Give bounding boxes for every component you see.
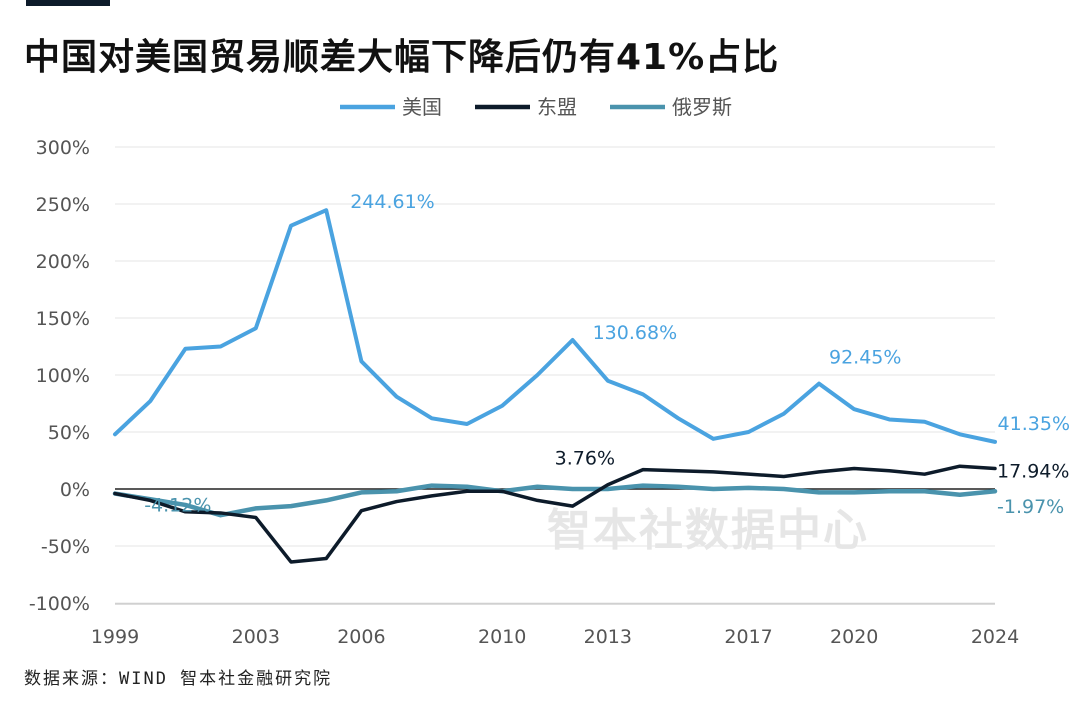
data-label-russia: -1.97% — [997, 496, 1064, 518]
series-line-asean — [113, 464, 997, 564]
x-tick-label: 2017 — [724, 626, 772, 648]
series-lines — [112, 208, 998, 564]
data-label-asean: 17.94% — [997, 461, 1069, 483]
x-tick-label: 2006 — [337, 626, 385, 648]
y-tick-label: 0% — [60, 479, 90, 501]
y-tick-label: -100% — [29, 593, 90, 615]
title-accent-bar — [26, 0, 110, 6]
data-label-us: 244.61% — [350, 191, 435, 213]
x-tick-label: 2003 — [232, 626, 280, 648]
data-label-us: 41.35% — [998, 413, 1070, 435]
data-source: 数据来源：WIND 智本社金融研究院 — [24, 669, 333, 689]
legend: 美国 东盟 俄罗斯 — [340, 95, 732, 119]
y-tick-label: 300% — [36, 137, 90, 159]
y-tick-label: 250% — [36, 194, 90, 216]
chart-title: 中国对美国贸易顺差大幅下降后仍有41%占比 — [24, 37, 780, 78]
data-label-russia: -4.12% — [144, 495, 211, 517]
y-tick-label: 150% — [36, 308, 90, 330]
y-tick-label: 50% — [48, 422, 90, 444]
data-labels: 244.61% 130.68% 92.45% 41.35% 3.76% 17.94% -4.… — [144, 191, 1070, 518]
y-tick-label: -50% — [41, 536, 90, 558]
legend-label-asean: 东盟 — [537, 95, 577, 119]
series-line-us — [113, 208, 997, 444]
x-tick-label: 2024 — [971, 626, 1019, 648]
x-tick-label: 2010 — [478, 626, 526, 648]
legend-label-russia: 俄罗斯 — [672, 95, 732, 119]
data-label-us: 92.45% — [829, 347, 901, 369]
x-tick-label: 2013 — [584, 626, 632, 648]
axes: -100% -50% 0% 50% 100% 150% 200% 250% 300% 1999 20… — [29, 137, 1019, 648]
y-tick-label: 100% — [36, 365, 90, 387]
watermark: 智本社数据中心 — [547, 505, 869, 556]
data-label-asean: 3.76% — [555, 448, 615, 470]
legend-label-us: 美国 — [402, 95, 442, 119]
data-label-us: 130.68% — [593, 322, 678, 344]
x-tick-label: 2020 — [830, 626, 878, 648]
y-tick-label: 200% — [36, 251, 90, 273]
series-line-russia — [112, 483, 998, 518]
x-tick-label: 1999 — [91, 626, 139, 648]
